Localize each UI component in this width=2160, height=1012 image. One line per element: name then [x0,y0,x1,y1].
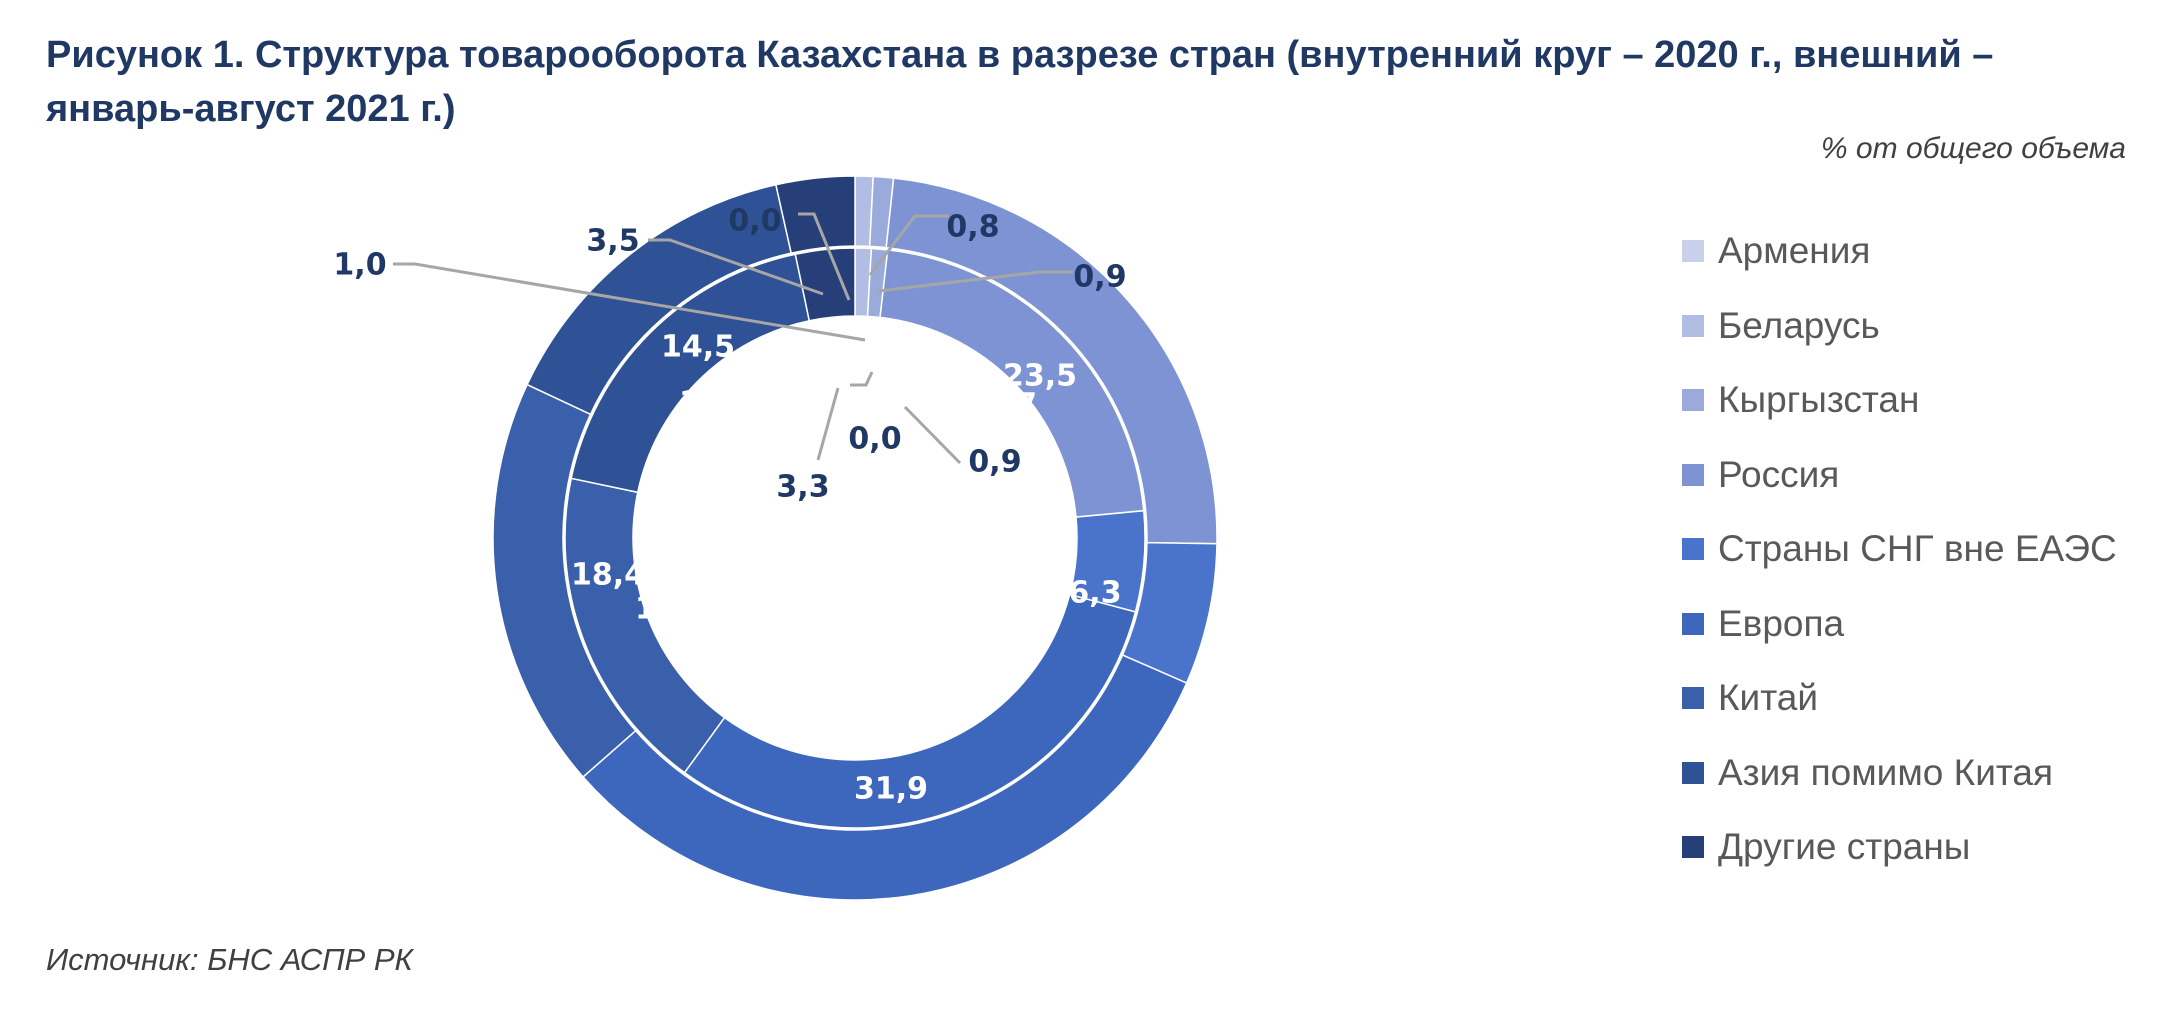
slices-group [492,175,1218,901]
outer-data-label-россия: 23,5 [1003,359,1077,394]
outer-data-label-кыргызстан: 0,9 [1073,260,1126,295]
legend-item-азия-помимо-китая: Азия помимо Китая [1682,736,2117,811]
legend-swatch [1682,389,1704,412]
inner-slice-другие-страны [794,247,856,322]
outer-data-label-армения: 0,0 [728,204,781,239]
legend-swatch [1682,687,1704,710]
inner-data-label-другие-страны: 3,3 [776,470,829,505]
legend-item-китай: Китай [1682,661,2117,736]
outer-data-label-беларусь: 0,8 [946,210,999,245]
inner-data-label-россия: 21,7 [963,388,1037,423]
inner-data-label-беларусь: 0,9 [968,445,1021,480]
legend-swatch [1682,836,1704,859]
legend-label: Армения [1718,230,1871,272]
legend-swatch [1682,240,1704,263]
legend-label: Страны СНГ вне ЕАЭС [1718,528,2117,570]
legend-swatch [1682,761,1704,784]
legend-swatch [1682,463,1704,486]
legend-label: Другие страны [1718,826,1971,868]
legend-item-армения: Армения [1682,214,2117,289]
inner-data-label-страны-снг-вне-еаэс: 5,6 [1021,541,1074,576]
inner-data-label-армения: 0,0 [848,422,901,457]
legend-label: Россия [1718,453,1840,495]
inner-leader-другие-страны [816,387,840,461]
inner-leader-беларусь [903,405,962,465]
leader-lines-group [393,212,1073,465]
extra-leader-0 [393,262,866,342]
legend-item-россия: Россия [1682,438,2117,513]
legend-label: Кыргызстан [1718,379,1920,421]
outer-leader-кыргызстан [877,270,1073,293]
legend-item-страны-снг-вне-еаэс: Страны СНГ вне ЕАЭС [1682,512,2117,587]
inner-slice-европа [683,593,1137,829]
outer-data-label-китай: 18,4 [571,558,645,593]
outer-data-label-европа: 31,9 [854,772,928,807]
inner-data-label-европа: 30,9 [881,707,955,742]
legend-swatch [1682,612,1704,635]
data-labels-group: 0,00,921,75,630,918,318,43,30,0 0,80,923,… [333,204,1126,807]
outer-data-label-другие-страны: 3,5 [586,224,639,259]
inner-data-label-китай: 18,3 [635,592,709,627]
legend-item-беларусь: Беларусь [1682,289,2117,364]
legend-label: Азия помимо Китая [1718,751,2054,793]
inner-data-label-азия-помимо-китая: 18,4 [679,386,753,421]
units-label: % от общего объема [1820,132,2126,165]
outer-leader-беларусь [868,214,949,276]
legend-swatch [1682,538,1704,561]
legend-label: Китай [1718,677,1818,719]
outer-leader-армения [798,212,851,301]
legend-item-другие-страны: Другие страны [1682,810,2117,885]
legend-item-европа: Европа [1682,587,2117,662]
legend: Армения Беларусь Кыргызстан Россия Страны СН… [1682,214,2117,885]
outer-leader-другие-страны [648,238,824,296]
source-note: Источник: БНС АСПР РК [46,942,413,977]
inner-leader-армения [850,371,874,387]
chart-title: Рисунок 1. Структура товарооборота Казах… [46,34,1994,130]
legend-label: Беларусь [1718,304,1880,346]
outer-data-label-страны-снг-вне-еаэс: 6,3 [1068,576,1121,611]
legend-label: Европа [1718,602,1845,644]
outer-data-label-азия-помимо-китая: 14,5 [661,330,735,365]
legend-swatch [1682,314,1704,337]
legend-item-кыргызстан: Кыргызстан [1682,363,2117,438]
extra-data-label-0: 1,0 [333,248,386,283]
